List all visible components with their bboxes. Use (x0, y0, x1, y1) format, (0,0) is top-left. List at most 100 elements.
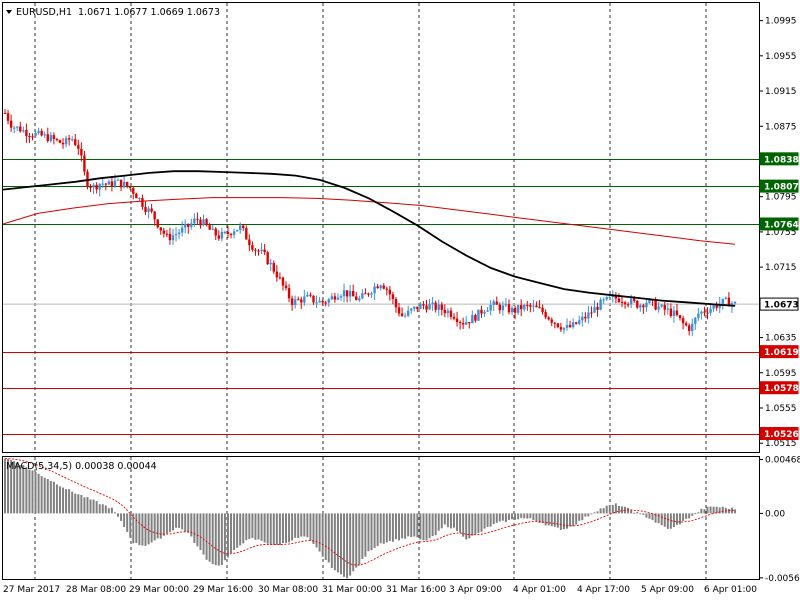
macd-bar-18 (58, 486, 61, 514)
candle-body-37 (116, 179, 120, 181)
candle-body-16 (52, 135, 56, 140)
candle-body-19 (61, 142, 65, 145)
candle-body-136 (419, 304, 422, 309)
candle-body-28 (89, 186, 92, 188)
candle-body-71 (220, 231, 224, 239)
candle-body-153 (471, 315, 474, 324)
candle-body-38 (119, 179, 123, 188)
macd-bar-88 (272, 513, 275, 545)
candle-body-182 (559, 327, 563, 330)
macd-bar-13 (43, 477, 46, 514)
macd-bar-127 (391, 513, 394, 542)
macd-bar-72 (223, 513, 226, 561)
candle-body-187 (574, 322, 578, 324)
candle-body-104 (321, 300, 324, 303)
macd-bar-75 (233, 513, 236, 551)
macd-bar-207 (636, 512, 639, 514)
macd-bar-167 (514, 513, 517, 520)
candle-body-127 (391, 294, 395, 299)
macd-bar-28 (89, 499, 92, 514)
macd-bar-67 (208, 513, 211, 562)
macd-bar-107 (330, 513, 333, 568)
macd-bar-235 (721, 506, 724, 514)
candle-body-165 (507, 304, 511, 313)
macd-bar-105 (324, 513, 327, 560)
candle-body-42 (132, 187, 135, 194)
candle-body-208 (639, 305, 642, 308)
candle-body-70 (217, 235, 221, 239)
candle-body-86 (266, 252, 269, 265)
price-tick-label-10: 1.0595 (765, 369, 797, 379)
sr-tag-0-bg (759, 152, 799, 166)
macd-bar-1 (7, 458, 10, 514)
macd-bar-145 (446, 513, 449, 528)
macd-bar-104 (321, 513, 324, 557)
macd-bar-187 (575, 513, 578, 525)
time-tick-label-6: 31 Mar 16:00 (386, 585, 446, 595)
candle-body-29 (92, 184, 95, 188)
candle-body-231 (709, 308, 712, 313)
macd-bar-69 (214, 513, 217, 566)
candle-body-62 (193, 218, 196, 224)
macd-bar-205 (630, 510, 633, 514)
macd-bar-239 (734, 509, 736, 514)
macd-bar-162 (498, 513, 501, 522)
sr-tag-2-bg (759, 217, 799, 231)
macd-bar-126 (388, 513, 391, 541)
time-tick-label-10: 5 Apr 09:00 (641, 585, 694, 595)
macd-bar-103 (318, 513, 321, 552)
candle-body-121 (373, 286, 376, 294)
macd-bar-49 (153, 513, 156, 541)
macd-bar-111 (343, 513, 346, 577)
candle-body-15 (49, 135, 53, 142)
candle-body-35 (110, 181, 114, 187)
candle-body-204 (626, 304, 630, 306)
macd-bar-224 (688, 513, 691, 519)
candle-body-159 (489, 304, 492, 311)
macd-bar-204 (627, 507, 630, 514)
candle-body-1 (6, 113, 10, 121)
macd-bar-170 (523, 513, 526, 519)
candle-body-107 (330, 296, 334, 300)
macd-bar-214 (657, 513, 660, 524)
macd-bar-171 (526, 513, 529, 519)
sr-tag-5-bg (759, 427, 799, 441)
macd-bar-209 (642, 513, 645, 515)
macd-bar-52 (162, 513, 165, 536)
moving-averages (2, 170, 736, 307)
macd-bar-4 (16, 462, 19, 514)
candle-body-49 (153, 211, 156, 220)
macd-bar-36 (113, 512, 116, 514)
candle-body-123 (379, 285, 382, 289)
time-grid (34, 3, 707, 579)
macd-bar-188 (578, 513, 581, 521)
candle-body-50 (156, 219, 159, 228)
candle-body-219 (672, 310, 676, 317)
candle-body-134 (413, 306, 416, 309)
macd-bar-117 (361, 513, 364, 559)
macd-bar-46 (144, 513, 147, 546)
macd-bar-110 (339, 513, 342, 575)
candle-body-149 (458, 322, 462, 324)
candle-body-74 (229, 234, 233, 236)
current-price-tag: 1.0673 (764, 301, 799, 311)
time-tick-label-2: 29 Mar 00:00 (129, 585, 189, 595)
macd-bar-20 (65, 489, 68, 514)
candle-body-41 (129, 186, 132, 188)
macd-bar-92 (285, 513, 288, 543)
candle-body-56 (174, 234, 178, 236)
candle-body-39 (122, 181, 126, 188)
time-axis[interactable]: 27 Mar 2017 28 Mar 08:00 29 Mar 00:00 29 Ma… (3, 585, 757, 595)
candle-body-26 (83, 155, 86, 172)
macd-bar-57 (178, 513, 181, 528)
candle-body-6 (22, 130, 25, 132)
dropdown-triangle-icon[interactable] (6, 10, 12, 14)
macd-bar-114 (352, 513, 355, 572)
candle-body-82 (254, 249, 257, 251)
macd-bar-94 (291, 513, 294, 541)
price-tick-label-1: 1.0955 (765, 52, 797, 62)
time-tick-label-9: 4 Apr 17:00 (577, 585, 630, 595)
candle-body-135 (416, 306, 419, 309)
candle-body-4 (16, 126, 19, 128)
